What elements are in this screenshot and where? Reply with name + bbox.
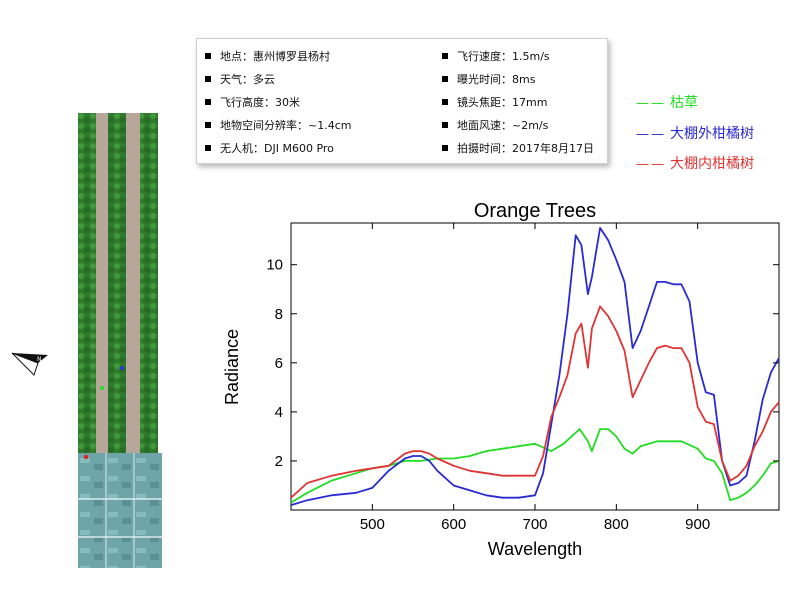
north-arrow-icon: N: [11, 352, 48, 376]
blue-sample-marker: [120, 366, 124, 370]
x-tick-label: 500: [360, 516, 385, 533]
y-axis-label: Radiance: [222, 329, 242, 405]
bullet-icon: [205, 99, 211, 105]
series-line-2: [290, 305, 780, 499]
bullet-icon: [205, 145, 211, 151]
chart-title: Orange Trees: [474, 200, 596, 222]
info-resolution: 地物空间分辨率：~1.4cm: [205, 117, 351, 133]
bullet-icon: [442, 76, 448, 82]
radiance-chart: Orange Trees 500 600 700 800 900 2 4 6 8 10 Wavel…: [222, 200, 780, 559]
aerial-image: [78, 113, 162, 568]
legend-item-inside-trees: — — 大棚内柑橘树: [636, 156, 754, 172]
info-drone: 无人机：DJI M600 Pro: [205, 140, 334, 156]
info-exposure: 曝光时间：8ms: [442, 71, 535, 87]
x-axis-label: Wavelength: [488, 539, 582, 559]
bullet-icon: [205, 76, 211, 82]
red-sample-marker: [83, 454, 89, 460]
bullet-icon: [205, 53, 211, 59]
y-tick-label: 10: [266, 257, 283, 274]
svg-text:N: N: [37, 356, 42, 363]
green-sample-marker: [100, 386, 104, 390]
axis-ticks: 500 600 700 800 900 2 4 6 8 10: [266, 223, 779, 533]
flight-info-box: 地点：惠州博罗县杨村 天气：多云 飞行高度：30米 地物空间分辨率：~1.4cm…: [196, 38, 608, 164]
legend-dash-icon: — —: [636, 96, 664, 111]
info-wind-speed: 地面风速：~2m/s: [442, 117, 548, 133]
y-tick-label: 8: [275, 306, 283, 323]
bullet-icon: [442, 53, 448, 59]
x-tick-label: 800: [604, 516, 629, 533]
legend: — — 枯草 — — 大棚外柑橘树 — — 大棚内柑橘树: [636, 92, 796, 182]
y-tick-label: 4: [275, 404, 283, 421]
series-line-1: [290, 227, 780, 506]
bullet-icon: [442, 99, 448, 105]
bullet-icon: [205, 122, 211, 128]
series-line-0: [290, 428, 780, 504]
x-tick-label: 600: [441, 516, 466, 533]
legend-item-dry-grass: — — 枯草: [636, 95, 698, 111]
info-location: 地点：惠州博罗县杨村: [205, 48, 330, 64]
info-speed: 飞行速度：1.5m/s: [442, 48, 550, 64]
legend-item-outside-trees: — — 大棚外柑橘树: [636, 126, 754, 142]
info-weather: 天气：多云: [205, 71, 275, 87]
x-tick-label: 700: [522, 516, 547, 533]
x-tick-label: 900: [685, 516, 710, 533]
info-capture-date: 拍摄时间：2017年8月17日: [442, 140, 594, 156]
plot-frame: [290, 222, 780, 511]
y-tick-label: 2: [275, 453, 283, 470]
bullet-icon: [442, 122, 448, 128]
legend-dash-icon: — —: [636, 157, 664, 172]
info-altitude: 飞行高度：30米: [205, 94, 300, 110]
legend-dash-icon: — —: [636, 127, 664, 142]
y-tick-label: 6: [275, 355, 283, 372]
info-focal-length: 镜头焦距：17mm: [442, 94, 547, 110]
plot-area: [290, 227, 780, 506]
bullet-icon: [442, 145, 448, 151]
